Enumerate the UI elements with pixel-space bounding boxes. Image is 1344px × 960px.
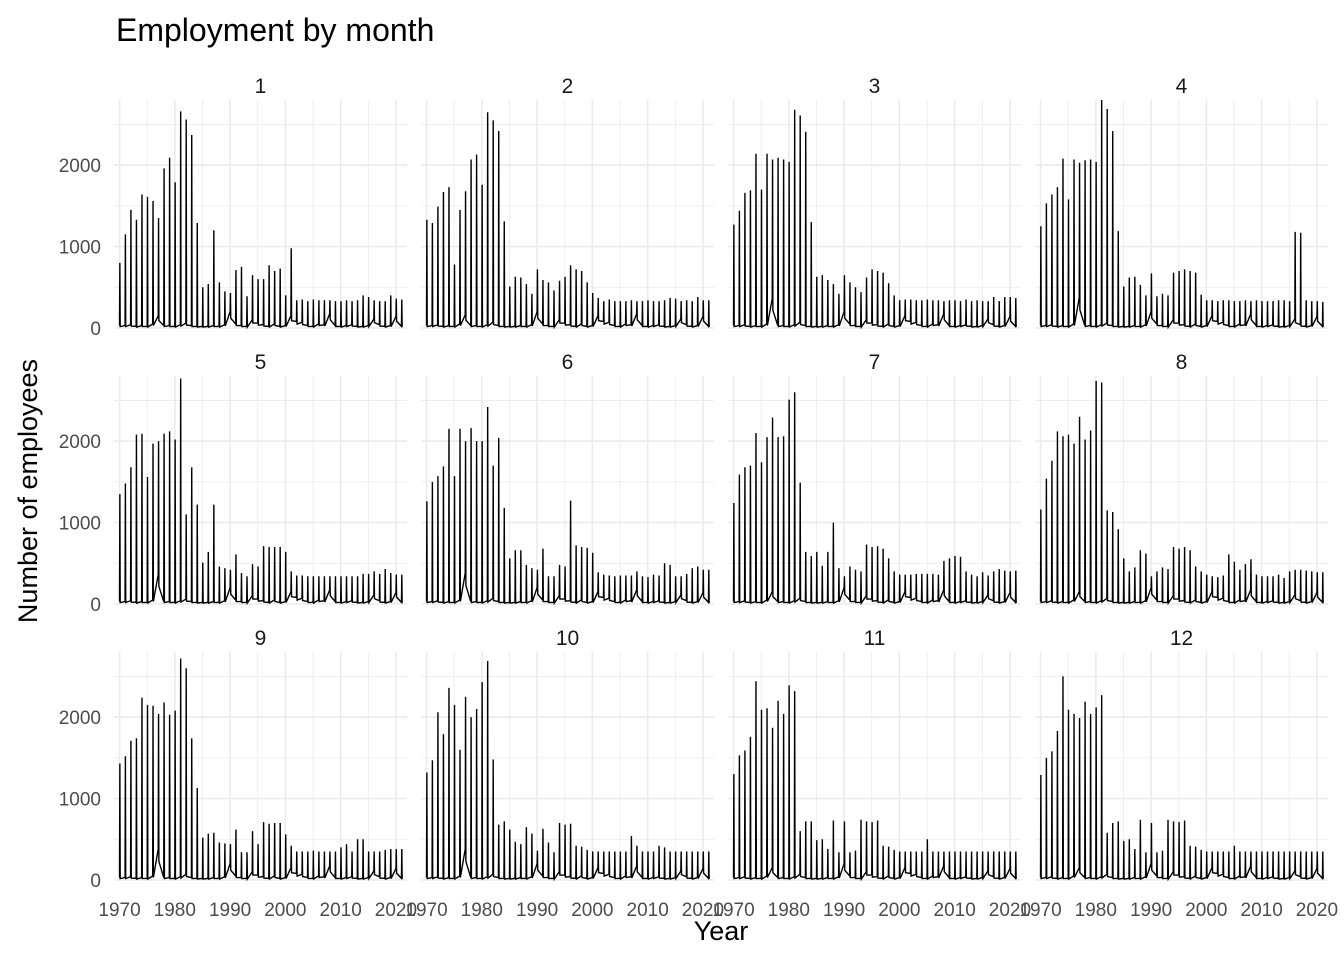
series-line [732, 109, 1017, 330]
y-tick-label: 1000 [59, 790, 101, 811]
series-line [1039, 99, 1324, 330]
series-line [118, 111, 403, 330]
facet-label: 9 [255, 627, 267, 650]
x-tick-label: 1970 [1019, 900, 1061, 921]
facet-panel-4: 4 [1035, 75, 1328, 330]
y-tick-label: 2000 [59, 708, 101, 729]
facet-label: 2 [562, 75, 574, 98]
facet-panel-8: 8 [1035, 351, 1328, 606]
chart-title: Employment by month [116, 12, 434, 48]
y-tick-label: 1000 [59, 238, 101, 259]
facet-label: 3 [869, 75, 881, 98]
series-line [118, 658, 403, 882]
series-line [732, 681, 1017, 882]
series-line [732, 392, 1017, 606]
x-tick-label: 2000 [571, 900, 613, 921]
x-tick-label: 1980 [461, 900, 503, 921]
x-tick-label: 1990 [1130, 900, 1172, 921]
y-tick-label: 2000 [59, 156, 101, 177]
y-tick-label: 0 [90, 595, 101, 616]
x-tick-label: 2010 [1241, 900, 1283, 921]
facet-panel-5: 5 0 1000 2000 [59, 351, 407, 616]
x-tick-label: 2010 [320, 900, 362, 921]
y-tick-label: 2000 [59, 432, 101, 453]
facet-label: 7 [869, 351, 881, 374]
x-tick-label: 1970 [405, 900, 447, 921]
series-line [118, 378, 403, 606]
facet-panel-12: 12 1970 1980 1990 2000 2010 2020 [1019, 627, 1338, 921]
x-tick-label: 2000 [264, 900, 306, 921]
facet-panel-7: 7 [728, 351, 1021, 606]
series-line [1039, 676, 1324, 882]
y-tick-label: 0 [90, 871, 101, 892]
x-tick-label: 2020 [1296, 900, 1338, 921]
x-tick-label: 2010 [627, 900, 669, 921]
facet-label: 10 [556, 627, 579, 650]
facet-label: 11 [864, 627, 886, 650]
facet-panel-11: 11 1970 1980 1990 2000 2010 2020 [712, 627, 1031, 921]
x-tick-label: 2000 [878, 900, 920, 921]
series-line [425, 112, 710, 330]
x-tick-label: 2010 [934, 900, 976, 921]
x-tick-label: 2020 [375, 900, 417, 921]
facet-panel-1: 1 0 1000 2000 [59, 75, 407, 340]
x-tick-label: 1990 [209, 900, 251, 921]
x-tick-label: 2000 [1185, 900, 1227, 921]
y-tick-label: 1000 [59, 514, 101, 535]
series-line [1039, 380, 1324, 606]
series-line [425, 660, 710, 882]
facet-label: 12 [1170, 627, 1193, 650]
x-tick-label: 1980 [768, 900, 810, 921]
x-tick-label: 1980 [1075, 900, 1117, 921]
facet-label: 1 [255, 75, 267, 98]
x-tick-label: 1980 [154, 900, 196, 921]
facet-panel-9: 9 0 1000 2000 1970 1980 1990 2000 2010 2020 [59, 627, 417, 921]
facet-label: 6 [562, 351, 574, 374]
x-tick-label: 1990 [516, 900, 558, 921]
facet-panel-10: 10 1970 1980 1990 2000 2010 2020 [405, 627, 724, 921]
facet-panel-3: 3 [728, 75, 1021, 330]
facet-label: 4 [1176, 75, 1188, 98]
series-line [425, 406, 710, 606]
x-axis-title: Year [694, 916, 749, 946]
facet-label: 5 [255, 351, 267, 374]
x-tick-label: 1990 [823, 900, 865, 921]
x-tick-label: 2020 [682, 900, 724, 921]
x-tick-label: 1970 [712, 900, 754, 921]
facet-label: 8 [1176, 351, 1188, 374]
y-tick-label: 0 [90, 319, 101, 340]
x-tick-label: 2020 [989, 900, 1031, 921]
x-tick-label: 1970 [98, 900, 140, 921]
y-axis-title: Number of employees [13, 359, 43, 623]
facet-panel-2: 2 [421, 75, 714, 330]
facet-panel-6: 6 [421, 351, 714, 606]
